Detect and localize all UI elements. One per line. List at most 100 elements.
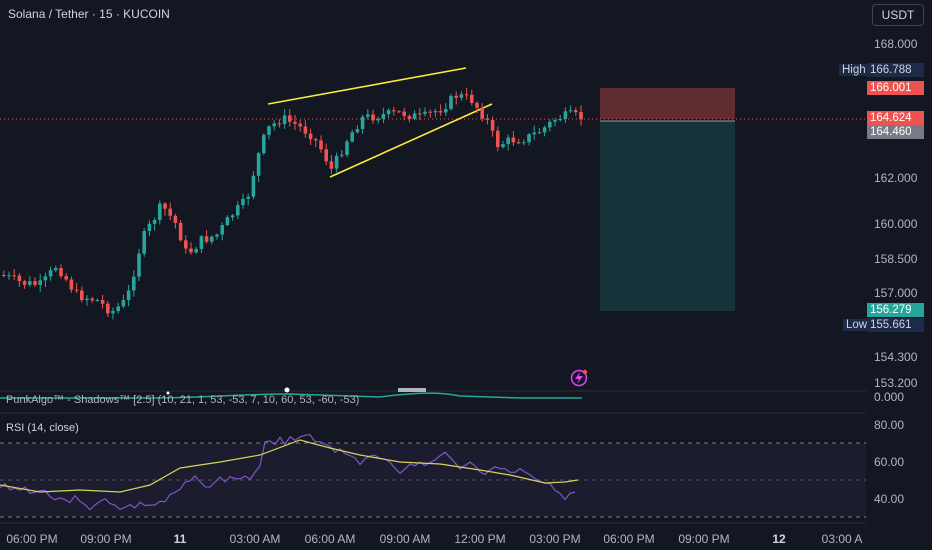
candle-body [438, 111, 443, 113]
candle-body [324, 149, 328, 162]
candle-body [511, 137, 516, 143]
candle-body [17, 275, 22, 282]
price-tick: 158.500 [874, 252, 918, 266]
candle-body [246, 196, 250, 199]
wedge-upper-trendline [267, 67, 467, 105]
time-tick: 09:00 AM [379, 532, 431, 546]
candle-body [184, 240, 188, 249]
candle-body [522, 142, 526, 144]
candle-body [334, 155, 339, 169]
price-tick: 154.300 [874, 350, 918, 364]
candle-body [360, 116, 365, 130]
rsi-tick: 40.00 [874, 492, 905, 506]
candle-body [85, 298, 89, 301]
candle-body [288, 115, 292, 122]
candle-body [298, 123, 302, 127]
punkalgo-indicator-label[interactable]: PunkAlgo™ - Shadows™ [2.5] (10, 21, 1, 5… [6, 394, 360, 406]
time-tick: 06:00 PM [6, 532, 58, 546]
candle-body [74, 289, 79, 291]
candle-body [69, 279, 74, 290]
candle-body [527, 134, 531, 143]
rsi-line [0, 434, 576, 511]
price-tick: 153.200 [874, 376, 918, 390]
wedge-lower-trendline [329, 103, 493, 178]
rsi-indicator-label[interactable]: RSI (14, close) [6, 422, 79, 434]
candle-body [454, 95, 458, 98]
candle-body [12, 275, 16, 277]
candle-body [397, 111, 401, 113]
candle-body [548, 121, 552, 128]
candle-body [272, 123, 276, 127]
candle-body [256, 153, 261, 176]
candle-body [158, 203, 162, 220]
candle-body [433, 111, 438, 113]
candle-body [111, 310, 115, 314]
candle-body [28, 281, 32, 285]
candle-body [319, 140, 323, 150]
candle-body [199, 236, 204, 249]
candle-body [152, 219, 157, 224]
low-value-tag: 155.661 [867, 318, 924, 332]
currency-button[interactable]: USDT [872, 4, 924, 26]
candle-body [178, 222, 183, 241]
candle-body [204, 236, 209, 242]
price-tick: 168.000 [874, 37, 918, 51]
candle-body [475, 102, 479, 108]
candle-body [7, 275, 11, 277]
candle-body [350, 132, 354, 142]
candle-body [558, 118, 562, 121]
candle-body [173, 215, 178, 223]
rsi-ma-line [0, 439, 579, 493]
symbol-title[interactable]: Solana / Tether · 15 · KUCOIN [8, 7, 170, 21]
punkalgo-value: 0.000 [874, 390, 905, 404]
candle-body [2, 275, 6, 276]
time-tick: 09:00 PM [678, 532, 730, 546]
candle-body [126, 290, 131, 301]
time-tick: 06:00 PM [603, 532, 655, 546]
take-profit-zone [600, 121, 735, 311]
lightning-icon[interactable] [570, 369, 588, 387]
candle-body [90, 298, 94, 301]
punkalgo-marker [398, 388, 426, 392]
candle-body [147, 223, 152, 232]
punkalgo-dot [166, 391, 170, 395]
candle-body [33, 281, 37, 285]
candle-body [194, 248, 198, 253]
price-tick: 157.000 [874, 286, 918, 300]
candle-body [345, 141, 349, 155]
time-tick: 03:00 A [821, 532, 863, 546]
candle-body [392, 110, 396, 112]
candle-body [121, 300, 126, 307]
candle-body [480, 107, 484, 119]
candle-body [579, 112, 583, 120]
candle-body [407, 116, 412, 119]
candle-body [137, 253, 141, 277]
candle-body [54, 268, 58, 271]
candle-body [168, 208, 172, 216]
candle-body [38, 280, 42, 285]
candle-body [106, 303, 110, 314]
candle-body [80, 290, 84, 301]
candle-body [241, 198, 245, 206]
candle-body [303, 126, 308, 134]
candle-body [537, 132, 542, 134]
candle-body [48, 270, 53, 277]
take-profit-tag: 156.279 [867, 303, 924, 317]
candle-body [366, 114, 370, 117]
candle-body [516, 142, 521, 144]
candle-body [574, 110, 578, 113]
candle-body [532, 132, 536, 135]
stop-loss-tag: 166.001 [867, 81, 924, 95]
candle-body [132, 276, 136, 291]
candle-body [262, 134, 266, 154]
candlestick-series [2, 87, 583, 320]
candle-body [251, 175, 256, 197]
candle-body [95, 299, 100, 301]
candle-body [314, 139, 318, 141]
candle-body [553, 120, 557, 122]
price-tick: 162.000 [874, 171, 918, 185]
candle-body [116, 306, 120, 311]
candle-body [563, 111, 568, 119]
time-tick: 09:00 PM [80, 532, 132, 546]
